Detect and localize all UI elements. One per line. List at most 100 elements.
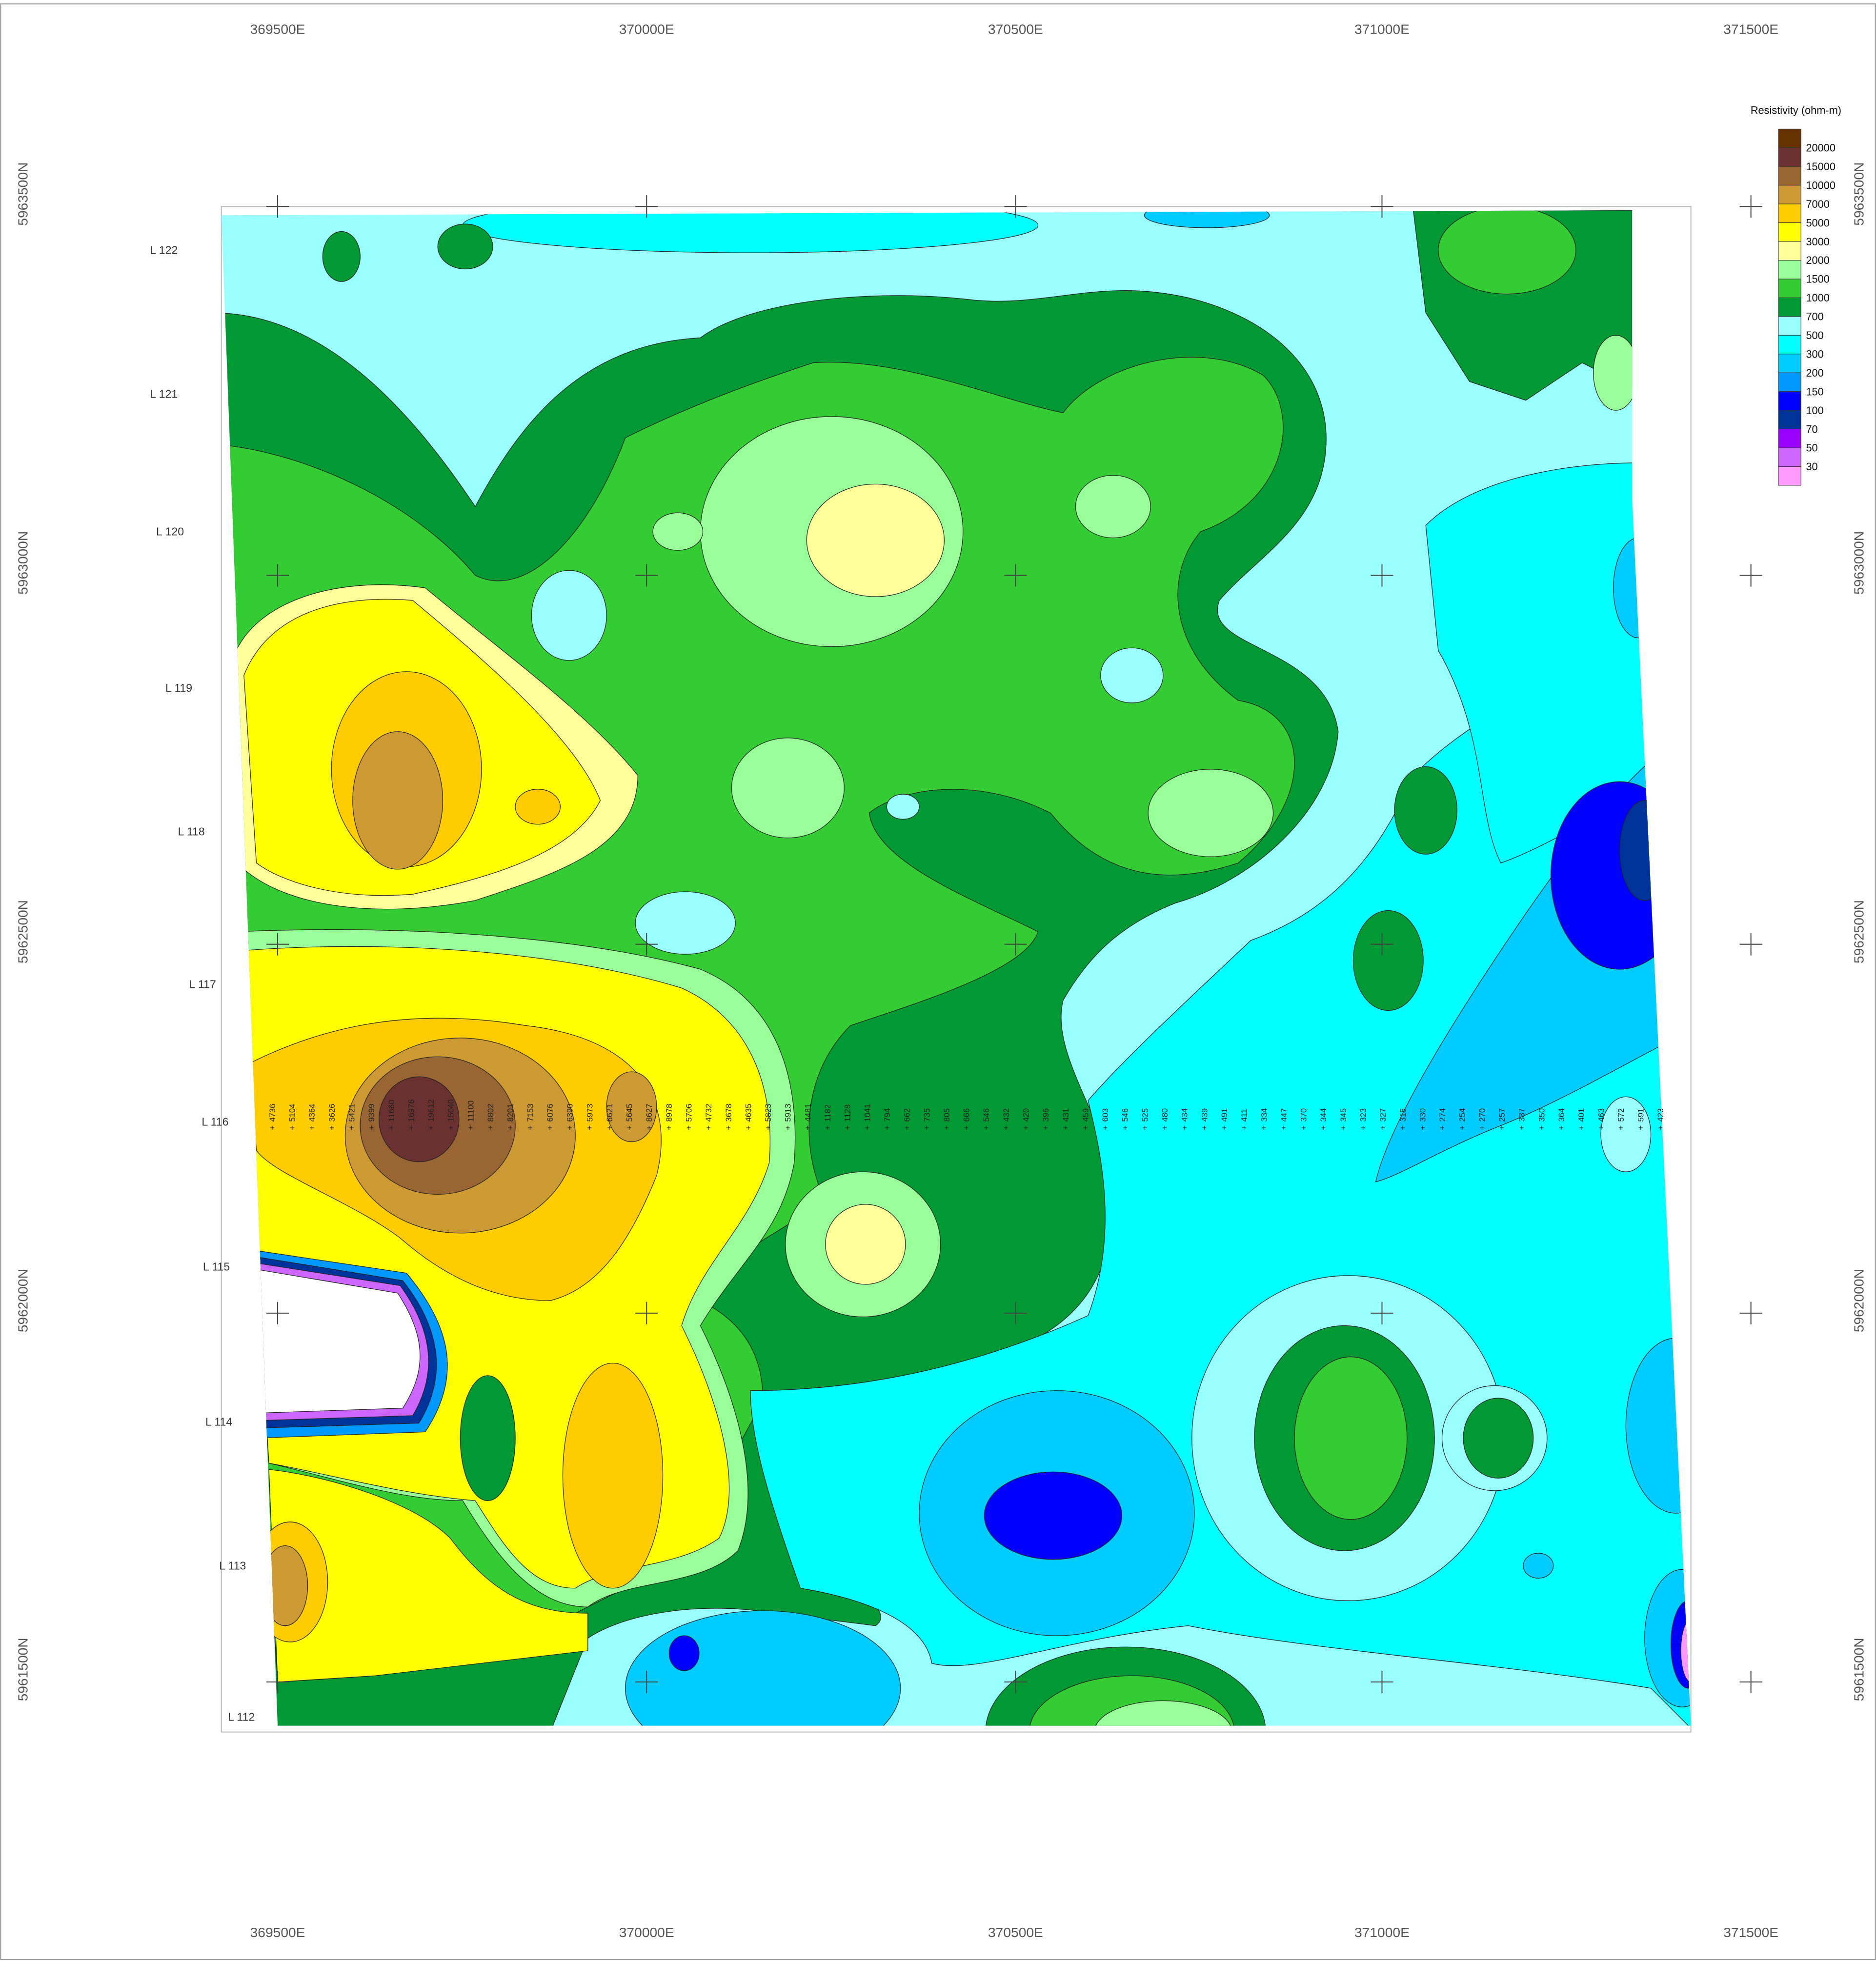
- contour-fill: [1523, 1553, 1553, 1578]
- station-value: 439: [1200, 1108, 1209, 1122]
- contour-fill: [1594, 335, 1638, 410]
- station-value: 16976: [406, 1099, 416, 1121]
- station-marker: +: [369, 1123, 374, 1133]
- station-marker: +: [865, 1123, 870, 1133]
- easting-label: 370500E: [988, 1924, 1043, 1940]
- station-value: 254: [1458, 1108, 1467, 1122]
- contour-fill: [887, 794, 919, 819]
- station-value: 603: [1101, 1108, 1110, 1122]
- legend-swatch: [1778, 223, 1801, 241]
- legend-label: 5000: [1806, 217, 1829, 229]
- station-marker: +: [1063, 1123, 1068, 1133]
- contour-fill: [563, 1363, 663, 1588]
- page: {"map": { "eastings": ["369500E", "37000…: [0, 0, 1876, 1961]
- legend-swatch: [1778, 298, 1801, 316]
- legend-label: 500: [1806, 329, 1823, 341]
- station-value: 9399: [367, 1104, 376, 1122]
- station-value: 257: [1497, 1108, 1507, 1122]
- station-value: 5706: [685, 1104, 694, 1122]
- station-value: 5104: [288, 1104, 297, 1122]
- northing-label: 5963000N: [15, 531, 30, 595]
- legend-swatch: [1778, 410, 1801, 429]
- station-marker: +: [1242, 1123, 1247, 1133]
- legend-label: 10000: [1806, 179, 1836, 191]
- northing-label: 5962000N: [1851, 1269, 1866, 1332]
- station-value: 8627: [645, 1104, 654, 1122]
- station-marker: +: [1499, 1123, 1504, 1133]
- station-marker: +: [706, 1123, 711, 1133]
- station-value: 315: [1398, 1108, 1408, 1122]
- contour-fill: [826, 1204, 906, 1284]
- station-value: 447: [1279, 1108, 1289, 1122]
- station-marker: +: [1638, 1123, 1643, 1133]
- station-value: 5823: [764, 1104, 773, 1122]
- survey-line-label: L 121: [150, 387, 178, 400]
- legend-swatch: [1778, 448, 1801, 466]
- station-value: 364: [1557, 1108, 1566, 1122]
- station-marker: +: [944, 1123, 949, 1133]
- contour-fill: [1353, 910, 1424, 1010]
- station-marker: +: [587, 1123, 592, 1133]
- legend-label: 70: [1806, 423, 1817, 435]
- station-marker: +: [746, 1123, 751, 1133]
- station-marker: +: [309, 1123, 314, 1133]
- survey-line-label: L 122: [150, 244, 178, 257]
- station-marker: +: [1262, 1123, 1267, 1133]
- station-value: 662: [903, 1108, 912, 1122]
- contour-fill: [323, 232, 360, 282]
- station-value: 344: [1319, 1108, 1328, 1122]
- station-value: 431: [1061, 1108, 1070, 1122]
- station-marker: +: [349, 1123, 354, 1133]
- station-value: 411: [1240, 1109, 1249, 1122]
- station-value: 8802: [486, 1104, 495, 1122]
- station-marker: +: [1301, 1123, 1306, 1133]
- station-marker: +: [646, 1123, 651, 1133]
- station-value: 480: [1160, 1108, 1170, 1122]
- legend-label: 300: [1806, 348, 1823, 360]
- station-value: 546: [1121, 1108, 1130, 1122]
- survey-line-label: L 119: [165, 681, 192, 694]
- legend-swatch: [1778, 335, 1801, 354]
- contour-fill: [984, 1472, 1122, 1559]
- station-marker: +: [1460, 1123, 1465, 1133]
- station-marker: +: [488, 1123, 493, 1133]
- station-value: 330: [1418, 1108, 1427, 1122]
- contour-fill: [807, 484, 944, 597]
- contour-fill: [213, 690, 243, 835]
- legend-label: 2000: [1806, 254, 1829, 266]
- northing-label: 5962500N: [15, 900, 30, 963]
- station-value: 5973: [585, 1104, 594, 1122]
- legend-swatch: [1778, 279, 1801, 298]
- contour-fill: [1148, 769, 1273, 857]
- station-marker: +: [409, 1123, 414, 1133]
- legend-swatch: [1778, 185, 1801, 204]
- station-value: 350: [1537, 1108, 1546, 1122]
- contour-fill: [353, 732, 443, 869]
- station-marker: +: [686, 1123, 691, 1133]
- contours: [213, 198, 1726, 1817]
- station-value: 401: [1577, 1108, 1586, 1122]
- legend-label: 1000: [1806, 292, 1829, 304]
- station-value: 6621: [605, 1104, 614, 1122]
- station-marker: +: [1083, 1123, 1088, 1133]
- station-value: 4481: [803, 1104, 812, 1122]
- contour-fill: [625, 1611, 901, 1766]
- legend-label: 1500: [1806, 273, 1829, 285]
- station-marker: +: [1024, 1123, 1029, 1133]
- contour-fill: [1394, 767, 1457, 854]
- legend-swatch: [1778, 241, 1801, 260]
- station-marker: +: [1380, 1123, 1385, 1133]
- station-value: 5913: [784, 1104, 793, 1122]
- station-value: 525: [1140, 1108, 1150, 1122]
- northing-label: 5962500N: [1851, 900, 1866, 963]
- survey-line-label: L 112: [228, 1710, 255, 1723]
- station-value: 572: [1616, 1108, 1626, 1122]
- legend-label: 20000: [1806, 142, 1836, 154]
- station-marker: +: [1519, 1123, 1524, 1133]
- station-marker: +: [1103, 1123, 1108, 1133]
- station-marker: +: [528, 1123, 533, 1133]
- northing-label: 5962000N: [15, 1269, 30, 1332]
- map-figure: 369500E369500E370000E370000E370500E37050…: [0, 0, 1876, 1961]
- easting-label: 369500E: [250, 1924, 305, 1940]
- northing-label: 5963000N: [1851, 531, 1866, 595]
